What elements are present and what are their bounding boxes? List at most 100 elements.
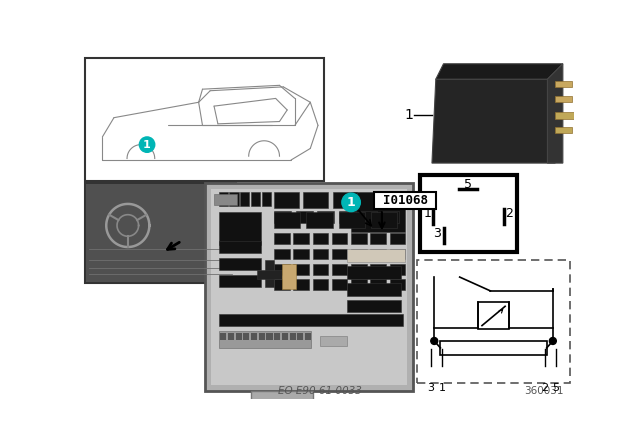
Bar bbox=[303, 192, 328, 208]
Bar bbox=[351, 192, 405, 233]
Text: 2: 2 bbox=[541, 383, 548, 393]
Bar bbox=[307, 212, 333, 228]
Circle shape bbox=[342, 193, 360, 211]
Bar bbox=[332, 233, 348, 244]
Bar bbox=[297, 332, 303, 340]
Bar bbox=[251, 332, 257, 340]
Circle shape bbox=[140, 137, 155, 152]
Bar bbox=[371, 212, 397, 228]
Bar bbox=[86, 184, 235, 282]
Circle shape bbox=[431, 337, 438, 345]
Bar bbox=[390, 233, 405, 244]
Bar bbox=[265, 260, 274, 287]
Text: 1: 1 bbox=[424, 207, 432, 220]
Bar bbox=[332, 280, 348, 290]
Bar bbox=[205, 183, 413, 391]
Bar bbox=[351, 264, 367, 275]
Text: 3: 3 bbox=[428, 383, 435, 393]
Bar bbox=[348, 266, 401, 279]
Bar bbox=[259, 332, 265, 340]
Bar bbox=[293, 249, 308, 259]
Bar bbox=[339, 212, 365, 228]
Bar bbox=[274, 233, 289, 244]
Bar bbox=[220, 332, 227, 340]
Bar bbox=[371, 280, 386, 290]
Bar bbox=[251, 192, 260, 206]
Bar bbox=[219, 212, 261, 245]
Bar bbox=[339, 211, 356, 223]
Polygon shape bbox=[432, 79, 555, 163]
Text: 1: 1 bbox=[404, 108, 413, 122]
Text: 1: 1 bbox=[347, 196, 355, 209]
Circle shape bbox=[549, 337, 556, 345]
Text: 1: 1 bbox=[438, 383, 445, 393]
Bar bbox=[219, 314, 403, 326]
Bar bbox=[293, 280, 308, 290]
Bar bbox=[360, 211, 378, 223]
Bar bbox=[219, 258, 261, 270]
Bar bbox=[86, 58, 324, 181]
Bar bbox=[351, 280, 367, 290]
Bar bbox=[293, 264, 308, 275]
Bar bbox=[555, 127, 572, 133]
Bar bbox=[417, 260, 570, 383]
Text: 360031: 360031 bbox=[524, 386, 563, 396]
Text: 5: 5 bbox=[464, 178, 472, 191]
Text: 2: 2 bbox=[505, 207, 513, 220]
Bar bbox=[478, 302, 509, 329]
Bar bbox=[351, 249, 367, 259]
Bar bbox=[555, 96, 572, 102]
Bar bbox=[390, 264, 405, 275]
Bar bbox=[274, 212, 300, 228]
Bar bbox=[374, 192, 436, 209]
Bar bbox=[440, 341, 547, 355]
Bar bbox=[348, 283, 401, 296]
Bar bbox=[274, 192, 299, 208]
Bar bbox=[333, 192, 357, 208]
Bar bbox=[348, 300, 401, 313]
Bar bbox=[282, 264, 296, 289]
Bar bbox=[296, 211, 312, 223]
Bar bbox=[382, 211, 399, 223]
Circle shape bbox=[542, 374, 548, 380]
Bar bbox=[219, 241, 261, 253]
Circle shape bbox=[439, 374, 445, 380]
Polygon shape bbox=[436, 64, 563, 79]
Bar bbox=[240, 192, 250, 206]
Bar bbox=[243, 332, 250, 340]
Text: 3: 3 bbox=[433, 227, 441, 240]
Bar bbox=[332, 264, 348, 275]
Bar bbox=[420, 176, 516, 252]
Bar bbox=[219, 192, 228, 206]
Bar bbox=[293, 233, 308, 244]
Bar bbox=[266, 332, 273, 340]
Bar bbox=[312, 264, 328, 275]
Bar bbox=[211, 189, 406, 385]
Bar bbox=[274, 332, 280, 340]
Bar bbox=[351, 233, 367, 244]
Bar bbox=[312, 233, 328, 244]
Bar bbox=[371, 233, 386, 244]
Bar bbox=[555, 81, 572, 87]
Bar bbox=[236, 332, 242, 340]
Bar bbox=[305, 332, 311, 340]
Circle shape bbox=[428, 374, 435, 380]
Bar bbox=[332, 249, 348, 259]
Bar bbox=[555, 112, 575, 119]
Bar bbox=[257, 270, 282, 280]
Text: EO E90 61 0033: EO E90 61 0033 bbox=[278, 386, 362, 396]
Bar bbox=[390, 280, 405, 290]
Bar bbox=[230, 192, 239, 206]
Bar bbox=[228, 332, 234, 340]
Bar bbox=[289, 332, 296, 340]
Bar bbox=[274, 280, 289, 290]
Bar bbox=[312, 249, 328, 259]
Bar bbox=[86, 183, 236, 283]
Bar bbox=[371, 264, 386, 275]
Bar bbox=[274, 249, 289, 259]
Circle shape bbox=[553, 374, 559, 380]
Bar bbox=[219, 275, 261, 287]
Bar bbox=[282, 332, 288, 340]
Text: 1: 1 bbox=[143, 140, 151, 150]
Bar bbox=[251, 391, 312, 405]
